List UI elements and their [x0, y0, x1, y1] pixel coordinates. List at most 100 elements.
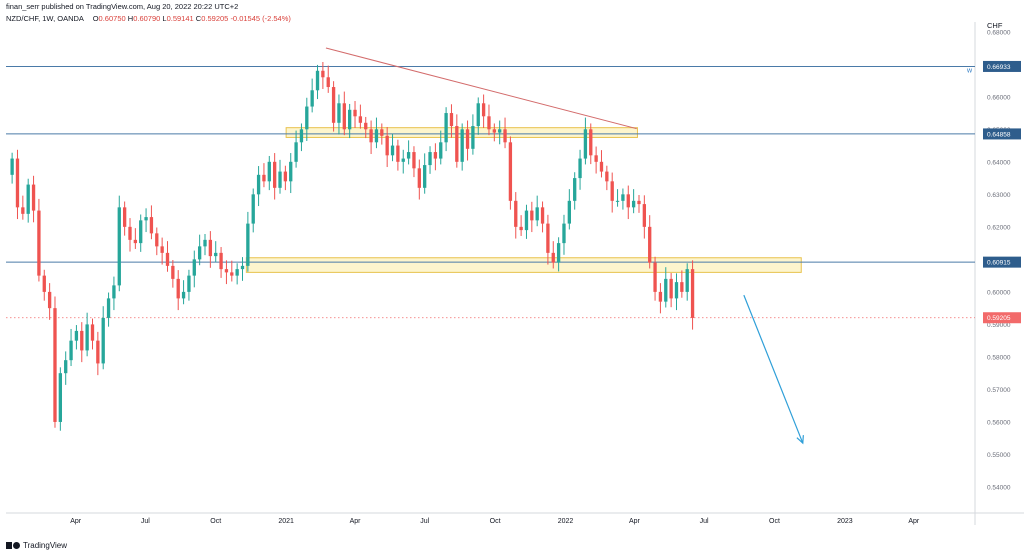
candle-down [342, 103, 346, 130]
y-tick-label: 0.58000 [987, 354, 1011, 361]
candle-up [578, 158, 582, 179]
support-resistance-zone [245, 257, 802, 273]
candle-up [64, 360, 68, 374]
tradingview-logo-icon [6, 542, 20, 549]
candle-down [594, 155, 598, 162]
horizontal-level-badge [983, 128, 1021, 140]
candle-up [439, 142, 443, 159]
ohlc-close-label: C [195, 14, 202, 23]
tradingview-brand: TradingView [23, 541, 68, 550]
candle-down [96, 340, 100, 364]
candle-up [197, 246, 202, 260]
y-tick-label: 0.64000 [987, 159, 1011, 166]
candle-down [331, 87, 336, 123]
candle-up [498, 129, 502, 133]
candle-down [605, 171, 609, 182]
candle-up [390, 145, 395, 156]
candle-up [406, 152, 411, 159]
x-tick-label: Jul [420, 518, 429, 525]
candle-down [540, 207, 545, 224]
candle-up [471, 126, 475, 149]
y-tick-label: 0.66000 [987, 94, 1011, 101]
candle-down [546, 223, 550, 253]
x-tick-label: 2021 [278, 518, 294, 525]
candle-down [31, 184, 36, 211]
candle-down [21, 207, 25, 214]
candle-down [449, 113, 454, 127]
x-tick-label: Oct [490, 518, 501, 525]
candle-up [562, 223, 566, 244]
candle-up [117, 207, 121, 286]
candle-down [80, 330, 84, 351]
descending-trendline [325, 47, 637, 130]
horizontal-level-label: 0.60915 [987, 260, 1011, 267]
candle-up [348, 109, 352, 130]
x-tick-label: Apr [908, 518, 920, 525]
x-tick-label: Oct [769, 518, 780, 525]
forecast-arrow-head [796, 435, 804, 445]
candle-up [524, 210, 529, 231]
candle-down [230, 272, 234, 276]
ohlc-high-label: H [127, 14, 134, 23]
candle-up [58, 373, 63, 422]
candle-up [374, 129, 379, 143]
candle-down [519, 226, 523, 231]
candle-up [631, 200, 636, 208]
candle-down [15, 158, 20, 208]
candle-down [642, 204, 647, 227]
candle-down [658, 291, 663, 302]
candle-down [321, 70, 325, 78]
x-tick-label: 2022 [558, 518, 574, 525]
candle-down [433, 152, 438, 159]
candle-up [181, 291, 186, 299]
candle-down [42, 275, 46, 292]
candle-down [503, 129, 507, 143]
candle-down [551, 252, 555, 263]
symbol-legend: NZD/CHF, 1W, OANDA O0.60750 H0.60790 L0.… [6, 14, 291, 23]
candle-down [669, 278, 673, 299]
candle-down [122, 207, 127, 227]
x-tick-label: Oct [210, 518, 221, 525]
candle-up [101, 317, 105, 364]
ohlc-low-value: 0.59141 [166, 14, 194, 23]
candle-down [514, 200, 518, 227]
last-price-label: 0.59205 [987, 315, 1011, 322]
candle-up [299, 129, 304, 143]
ohlc-close-value: 0.59205 [201, 14, 229, 23]
publisher-line: finan_serr published on TradingView.com,… [6, 2, 239, 11]
candle-up [305, 106, 309, 130]
candle-down [369, 129, 373, 143]
ohlc-open-value: 0.60750 [98, 14, 126, 23]
candle-up [112, 285, 116, 299]
candle-up [85, 324, 89, 351]
candle-up [26, 184, 30, 214]
candle-up [615, 200, 620, 202]
x-tick-label: 2023 [837, 518, 853, 525]
candle-down [272, 161, 277, 188]
candle-up [583, 129, 588, 159]
candle-down [128, 226, 132, 240]
candle-up [573, 178, 577, 201]
candle-up [214, 252, 218, 257]
candle-down [283, 171, 288, 182]
candle-up [685, 269, 689, 292]
candle-up [187, 275, 191, 292]
candle-down [610, 181, 614, 201]
candle-up [10, 158, 14, 175]
x-tick-label: Apr [629, 518, 641, 525]
candle-up [240, 265, 245, 270]
candle-down [492, 129, 496, 133]
ohlc-change-value: -0.01545 (-2.54%) [230, 14, 291, 23]
y-tick-label: 0.68000 [987, 29, 1011, 36]
candle-up [423, 165, 427, 188]
candle-down [165, 252, 170, 266]
candle-down [626, 194, 630, 208]
candle-down [380, 129, 384, 136]
candle-down [637, 200, 641, 205]
candle-up [289, 161, 293, 182]
candle-up [535, 207, 539, 221]
candle-down [385, 135, 389, 156]
candle-down [364, 122, 368, 130]
